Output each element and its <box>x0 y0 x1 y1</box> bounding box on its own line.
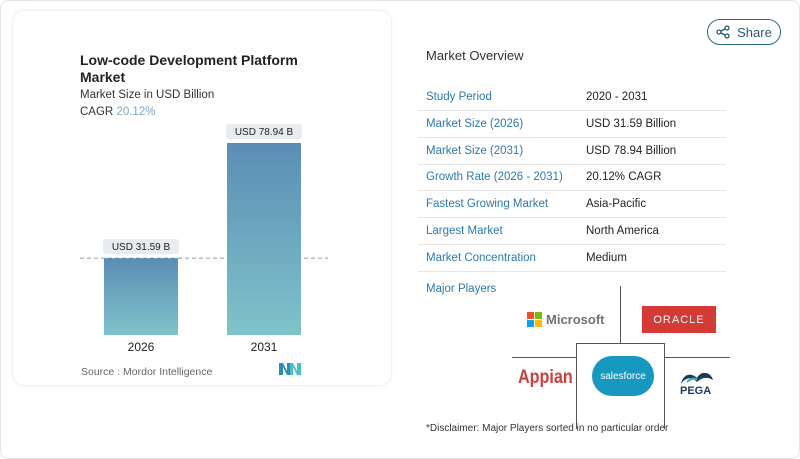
overview-label: Growth Rate (2026 - 2031) <box>426 171 563 184</box>
overview-value: Medium <box>586 251 627 264</box>
share-label: Share <box>737 24 772 40</box>
disclaimer: *Disclaimer: Major Players sorted in no … <box>426 423 669 434</box>
data-label-bg <box>103 239 179 255</box>
overview-row: Fastest Growing Market Asia-Pacific <box>418 191 726 219</box>
chart-subtitle: Market Size in USD Billion <box>80 89 215 101</box>
bar-chart: USD 31.59 B 2026 USD 78.94 B 2031 <box>80 124 328 354</box>
overview-label: Market Size (2031) <box>426 144 524 157</box>
overview-row: Study Period 2020 - 2031 <box>418 84 726 111</box>
share-button[interactable]: Share <box>707 19 781 45</box>
overview-value: 20.12% CAGR <box>586 171 662 184</box>
overview-title: Market Overview <box>426 48 524 63</box>
pega-icon <box>681 372 713 384</box>
divider <box>620 286 621 343</box>
cagr: CAGR 20.12% <box>80 106 155 118</box>
pega-logo: PEGA <box>680 385 712 397</box>
overview-value: Asia-Pacific <box>586 198 647 211</box>
data-label-bg <box>226 124 302 139</box>
salesforce-logo: salesforce <box>592 356 654 396</box>
x-tick-label: 2031 <box>251 340 278 354</box>
major-players-title: Major Players <box>426 283 497 295</box>
microsoft-icon <box>527 312 542 327</box>
bar-2031 <box>227 143 301 335</box>
overview-row: Largest Market North America <box>418 218 726 245</box>
source: Source : Mordor Intelligence <box>81 366 213 378</box>
appian-logo: Appian <box>518 367 573 388</box>
overview-value: 2020 - 2031 <box>586 91 648 103</box>
mordor-logo-icon <box>279 363 301 375</box>
overview-row: Market Concentration Medium <box>418 245 726 272</box>
salesforce-box <box>576 343 665 429</box>
overview-value: USD 31.59 Billion <box>586 117 677 130</box>
overview-row: Growth Rate (2026 - 2031) 20.12% CAGR <box>418 164 726 192</box>
chart-card <box>12 10 392 386</box>
overview-value: USD 78.94 Billion <box>586 144 677 157</box>
divider <box>512 357 576 358</box>
overview-value: North America <box>586 225 659 237</box>
overview-label: Fastest Growing Market <box>426 198 549 211</box>
x-tick-label: 2026 <box>128 340 155 354</box>
cagr-label: CAGR <box>80 106 114 118</box>
microsoft-text: Microsoft <box>546 312 605 327</box>
overview-label: Study Period <box>426 91 492 103</box>
overview-label: Market Size (2026) <box>426 117 524 130</box>
share-icon <box>716 25 730 39</box>
divider <box>664 357 730 358</box>
microsoft-logo: Microsoft <box>527 312 605 327</box>
data-label: USD 78.94 B <box>235 127 294 138</box>
bar-2026 <box>104 258 178 335</box>
oracle-logo: ORACLE <box>642 306 716 333</box>
overview-label: Largest Market <box>426 225 503 237</box>
overview-label: Market Concentration <box>426 251 536 264</box>
overview-row: Market Size (2031) USD 78.94 Billion <box>418 138 726 165</box>
chart-title: Low-code Development Platform Market <box>80 52 298 85</box>
overview-row: Market Size (2026) USD 31.59 Billion <box>418 111 726 138</box>
cagr-value: 20.12% <box>116 106 156 118</box>
data-label: USD 31.59 B <box>112 242 171 253</box>
